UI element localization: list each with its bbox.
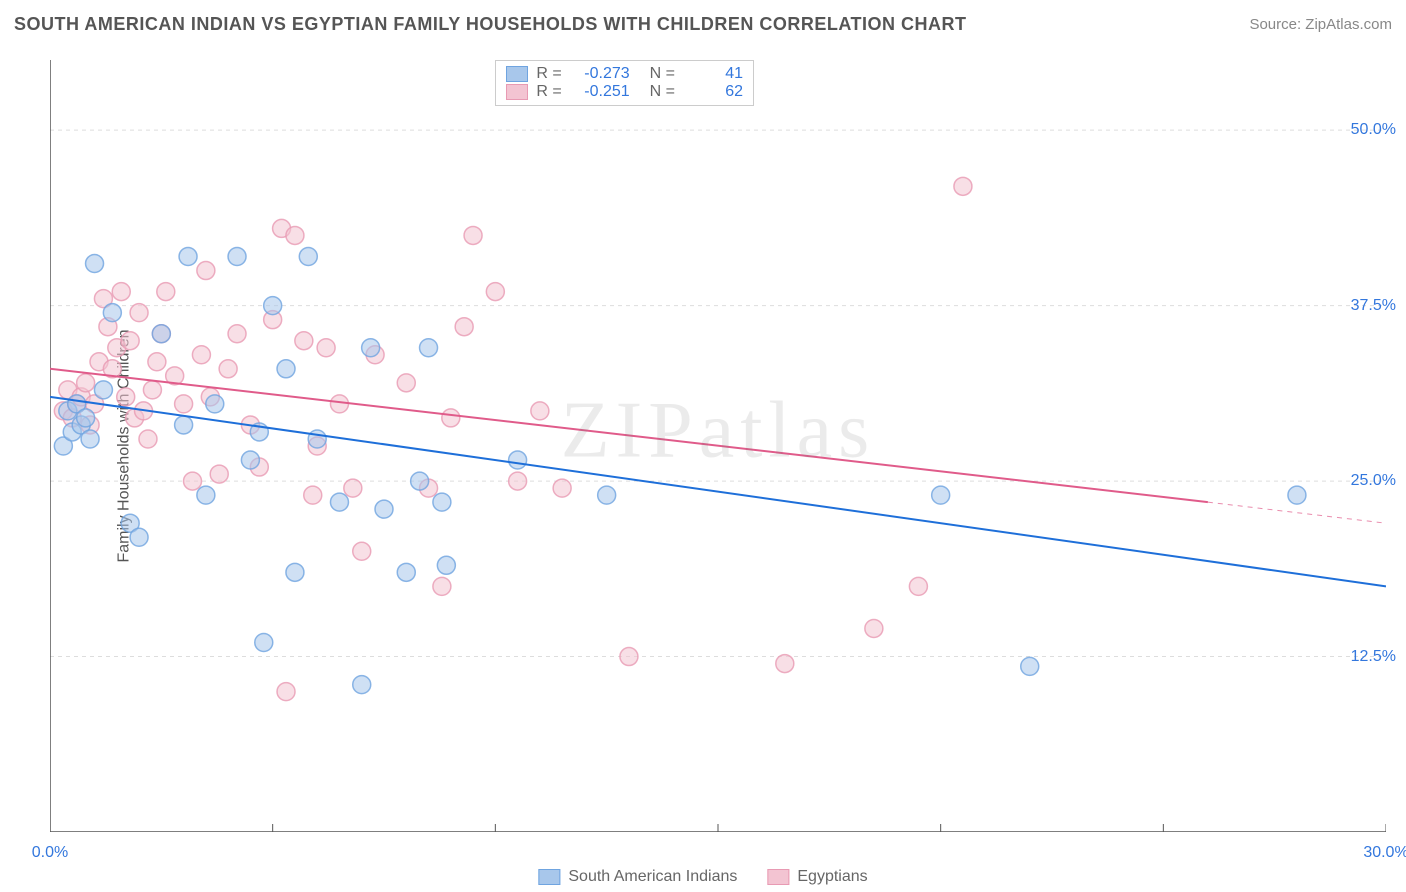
legend-r-value: -0.251 (574, 83, 630, 101)
series-legend: South American Indians Egyptians (538, 868, 867, 886)
y-tick-label: 37.5% (1351, 297, 1396, 315)
legend-swatch-blue (506, 66, 528, 82)
y-tick-label: 50.0% (1351, 121, 1396, 139)
legend-n-label: N = (650, 65, 675, 83)
legend-swatch-blue (538, 869, 560, 885)
legend-r-value: -0.273 (574, 65, 630, 83)
legend-swatch-pink (506, 84, 528, 100)
chart-source: Source: ZipAtlas.com (1249, 16, 1392, 33)
legend-item-pink: Egyptians (767, 868, 867, 886)
legend-label-pink: Egyptians (797, 868, 867, 886)
legend-swatch-pink (767, 869, 789, 885)
legend-n-label: N = (650, 83, 675, 101)
y-tick-label: 12.5% (1351, 648, 1396, 666)
chart-header: SOUTH AMERICAN INDIAN VS EGYPTIAN FAMILY… (0, 0, 1406, 48)
scatter-plot-svg (50, 60, 1386, 832)
y-tick-label: 25.0% (1351, 472, 1396, 490)
legend-item-blue: South American Indians (538, 868, 737, 886)
legend-n-value: 41 (687, 65, 743, 83)
correlation-legend: R = -0.273 N = 41 R = -0.251 N = 62 (495, 60, 754, 106)
legend-label-blue: South American Indians (568, 868, 737, 886)
chart-title: SOUTH AMERICAN INDIAN VS EGYPTIAN FAMILY… (14, 14, 967, 35)
legend-r-label: R = (536, 65, 561, 83)
x-tick-label: 30.0% (1363, 844, 1406, 862)
x-tick-label: 0.0% (32, 844, 68, 862)
legend-n-value: 62 (687, 83, 743, 101)
chart-plot-area: ZIPatlas R =-0.273N =41R =-0.251N =62 (50, 60, 1386, 832)
legend-r-label: R = (536, 83, 561, 101)
